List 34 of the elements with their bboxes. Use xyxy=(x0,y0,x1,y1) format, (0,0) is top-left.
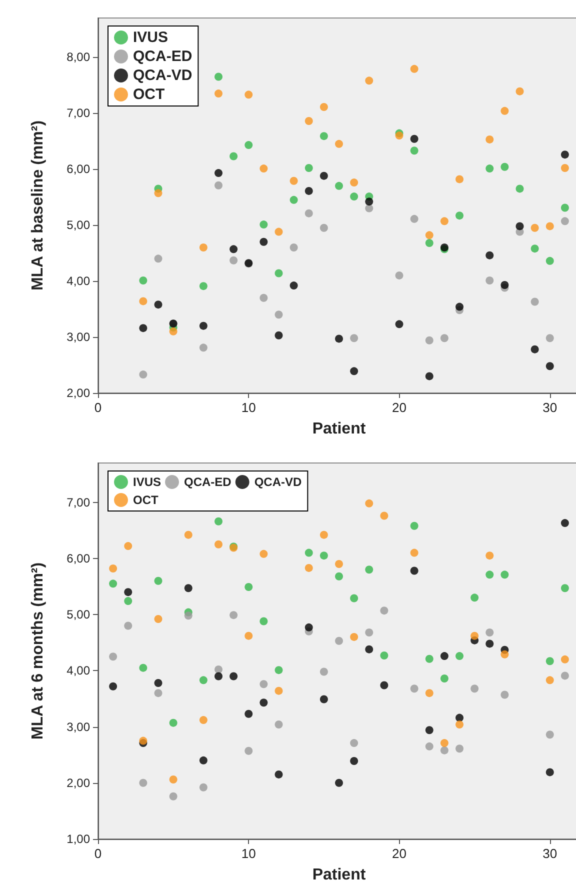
y-tick-label: 4,00 xyxy=(66,664,90,678)
y-tick-label: 2,00 xyxy=(66,776,90,790)
y-tick-label: 5,00 xyxy=(66,608,90,622)
legend-label: QCA-ED xyxy=(184,475,232,489)
y-tick-label: 5,00 xyxy=(66,218,90,232)
x-axis-title: Patient xyxy=(312,866,366,884)
x-axis-title: Patient xyxy=(312,420,366,438)
x-tick-label: 30 xyxy=(542,846,558,861)
y-tick-label: 1,00 xyxy=(66,832,90,846)
legend-label: OCT xyxy=(133,493,159,507)
x-tick-label: 0 xyxy=(94,846,102,861)
x-tick-label: 0 xyxy=(94,400,102,415)
legend-label: IVUS xyxy=(133,475,162,489)
x-tick-label: 20 xyxy=(392,846,406,861)
y-tick-label: 3,00 xyxy=(66,330,90,344)
legend-label: QCA-ED xyxy=(133,48,192,65)
legend-label: OCT xyxy=(133,86,165,103)
x-tick-label: 10 xyxy=(241,846,256,861)
y-axis-title: MLA at baseline (mm²) xyxy=(30,120,46,291)
x-tick-label: 20 xyxy=(392,400,406,415)
y-tick-label: 7,00 xyxy=(66,495,90,510)
legend-label: QCA-VD xyxy=(133,67,192,84)
y-tick-label: 3,00 xyxy=(66,720,90,734)
x-tick-label: 10 xyxy=(241,400,256,415)
y-tick-label: 8,00 xyxy=(66,50,90,64)
y-tick-label: 6,00 xyxy=(66,162,90,176)
legend-label: IVUS xyxy=(133,29,168,46)
y-axis-title: MLA at 6 months (mm²) xyxy=(30,562,46,740)
legend-label: QCA-VD xyxy=(254,475,302,489)
x-tick-label: 30 xyxy=(542,400,558,415)
y-tick-label: 2,00 xyxy=(66,386,90,400)
y-tick-label: 6,00 xyxy=(66,551,90,566)
y-tick-label: 4,00 xyxy=(66,274,90,288)
y-tick-label: 7,00 xyxy=(66,106,90,120)
